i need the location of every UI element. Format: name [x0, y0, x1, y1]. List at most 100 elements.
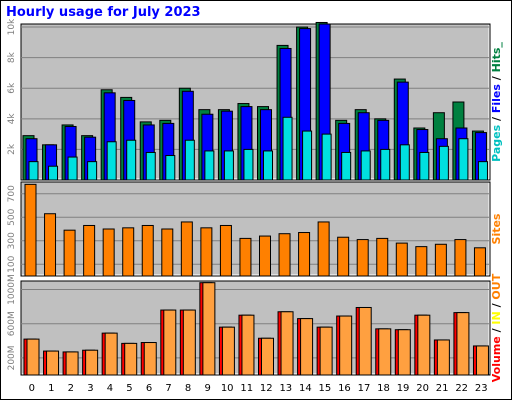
- x-tick-label: 1: [48, 383, 54, 394]
- bar-sites: [337, 236, 350, 277]
- panel-label: Sites: [490, 213, 503, 244]
- bar-out: [221, 326, 235, 376]
- chart-title: Hourly usage for July 2023: [6, 5, 201, 20]
- bar-pages: [165, 155, 176, 181]
- y-tick-label: 10k: [7, 18, 17, 35]
- bar-sites: [219, 224, 232, 277]
- bar-pages: [126, 139, 137, 181]
- bar-pages: [28, 161, 39, 181]
- x-tick-label: 9: [204, 383, 210, 394]
- bar-out: [358, 306, 372, 376]
- bar-out: [241, 314, 255, 376]
- bar-sites: [434, 243, 447, 277]
- bar-sites: [473, 247, 486, 277]
- bar-out: [65, 351, 79, 376]
- bar-sites: [395, 242, 408, 277]
- bar-pages: [458, 138, 469, 181]
- bar-sites: [63, 229, 76, 277]
- panel-volume-in-out: 200M 600M 1000M Volume / IN / OUT: [7, 273, 503, 382]
- x-tick-label: 18: [377, 383, 390, 394]
- bar-out: [378, 328, 392, 376]
- bar-sites: [44, 213, 57, 277]
- bar-pages: [145, 151, 156, 181]
- bar-pages: [48, 165, 59, 181]
- x-tick-label: 11: [240, 383, 253, 394]
- panel-label: Volume / IN / OUT: [490, 273, 503, 382]
- bar-pages: [438, 145, 449, 181]
- y-tick-label: 6k: [7, 82, 17, 94]
- x-tick-label: 4: [107, 383, 113, 394]
- bar-pages: [477, 161, 488, 181]
- x-tick-label: 7: [165, 383, 171, 394]
- x-tick-label: 17: [358, 383, 371, 394]
- bar-pages: [360, 150, 371, 181]
- bar-out: [202, 282, 216, 376]
- x-tick-label: 23: [475, 383, 488, 394]
- bar-sites: [415, 246, 428, 277]
- bar-out: [339, 315, 353, 376]
- bar-sites: [239, 237, 252, 277]
- bar-pages: [321, 133, 332, 181]
- bar-out: [182, 309, 196, 376]
- bar-sites: [180, 221, 193, 277]
- bar-out: [436, 339, 450, 376]
- y-tick-label: 8k: [7, 51, 17, 63]
- bar-pages: [399, 144, 410, 181]
- bar-out: [85, 349, 99, 376]
- x-tick-label: 12: [260, 383, 273, 394]
- panel-pages-files-hits: 2k 4k 6k 8k 10k Pages / Files / Hits_: [7, 18, 503, 181]
- y-tick-label: 500: [7, 208, 17, 225]
- x-tick-label: 20: [416, 383, 429, 394]
- bar-pages: [106, 141, 117, 181]
- bar-out: [261, 337, 274, 376]
- panel-label: Pages / Files / Hits_: [490, 42, 503, 162]
- bar-sites: [200, 227, 213, 277]
- bar-out: [280, 311, 294, 376]
- bar-out: [124, 342, 138, 376]
- bar-sites: [83, 224, 96, 277]
- x-tick-label: 3: [87, 383, 93, 394]
- bar-sites: [161, 228, 174, 277]
- y-tick-label: 700: [7, 185, 17, 202]
- bar-sites: [298, 232, 311, 277]
- x-tick-label: 8: [185, 383, 191, 394]
- bar-sites: [141, 224, 154, 277]
- y-tick-label: 100: [7, 255, 17, 272]
- bar-pages: [341, 151, 352, 181]
- bar-sites: [259, 235, 271, 277]
- bar-sites: [24, 183, 37, 277]
- y-tick-label: 4k: [7, 113, 17, 125]
- y-tick-label: 600M: [7, 311, 17, 336]
- bar-pages: [87, 161, 98, 181]
- bar-pages: [302, 130, 313, 181]
- bar-sites: [454, 239, 467, 277]
- bar-sites: [102, 228, 115, 277]
- bar-pages: [263, 150, 273, 181]
- bar-out: [143, 342, 157, 376]
- bar-out: [319, 326, 333, 376]
- y-tick-label: 300: [7, 232, 17, 249]
- x-tick-label: 21: [436, 383, 449, 394]
- x-tick-label: 5: [126, 383, 132, 394]
- x-tick-label: 10: [221, 383, 234, 394]
- bar-sites: [122, 227, 135, 277]
- bar-out: [397, 329, 411, 376]
- bar-pages: [243, 148, 254, 181]
- bar-out: [163, 309, 177, 376]
- bar-pages: [67, 156, 78, 181]
- y-tick-label: 200M: [7, 345, 17, 370]
- bar-sites: [356, 239, 369, 277]
- bar-pages: [204, 150, 215, 181]
- bar-out: [300, 318, 314, 376]
- bar-out: [26, 338, 40, 376]
- x-tick-label: 15: [319, 383, 332, 394]
- x-tick-label: 6: [146, 383, 152, 394]
- bar-sites: [317, 221, 330, 277]
- bar-out: [104, 332, 118, 376]
- x-tick-label: 22: [455, 383, 468, 394]
- bar-pages: [380, 148, 391, 181]
- bar-out: [417, 314, 431, 376]
- x-tick-label: 14: [299, 383, 312, 394]
